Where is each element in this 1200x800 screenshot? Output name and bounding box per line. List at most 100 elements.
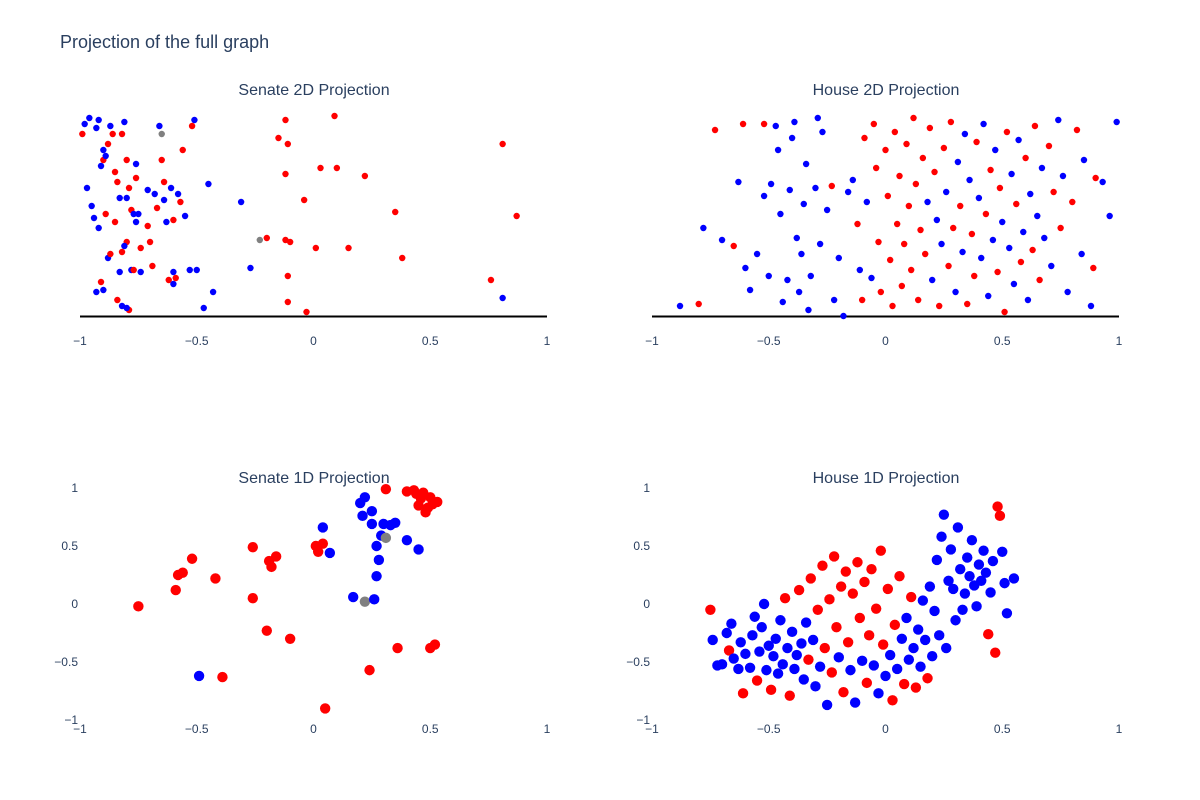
- data-point[interactable]: [819, 128, 826, 136]
- data-point[interactable]: [823, 206, 831, 214]
- data-point[interactable]: [413, 544, 424, 555]
- data-point[interactable]: [723, 645, 735, 656]
- data-point[interactable]: [807, 272, 814, 280]
- data-point[interactable]: [812, 604, 823, 615]
- data-point[interactable]: [740, 648, 751, 660]
- data-point[interactable]: [922, 673, 933, 684]
- data-point[interactable]: [800, 617, 812, 628]
- data-point[interactable]: [763, 640, 774, 651]
- data-point[interactable]: [700, 224, 707, 232]
- data-point[interactable]: [109, 130, 116, 138]
- data-point[interactable]: [859, 576, 870, 588]
- data-point[interactable]: [1008, 573, 1020, 584]
- data-point[interactable]: [79, 130, 86, 138]
- data-point[interactable]: [333, 164, 341, 172]
- data-point[interactable]: [835, 254, 842, 262]
- data-point[interactable]: [81, 120, 88, 128]
- data-point[interactable]: [735, 178, 742, 186]
- data-point[interactable]: [999, 218, 1006, 226]
- data-point[interactable]: [863, 630, 875, 641]
- data-point[interactable]: [884, 192, 892, 200]
- data-point[interactable]: [1029, 246, 1036, 254]
- data-point[interactable]: [861, 677, 873, 689]
- data-point[interactable]: [964, 570, 975, 582]
- data-point[interactable]: [83, 184, 91, 192]
- data-point[interactable]: [1038, 164, 1046, 172]
- data-point[interactable]: [798, 674, 809, 685]
- data-point[interactable]: [990, 647, 1001, 658]
- data-point[interactable]: [761, 664, 772, 676]
- data-point[interactable]: [917, 226, 924, 234]
- data-point[interactable]: [845, 664, 856, 676]
- data-point[interactable]: [217, 671, 228, 683]
- data-point[interactable]: [737, 688, 749, 699]
- data-point[interactable]: [118, 248, 126, 256]
- data-point[interactable]: [814, 114, 821, 122]
- data-point[interactable]: [261, 625, 272, 636]
- data-point[interactable]: [359, 596, 371, 607]
- data-point[interactable]: [793, 584, 805, 596]
- data-point[interactable]: [300, 196, 308, 204]
- data-point[interactable]: [966, 176, 973, 184]
- data-point[interactable]: [104, 140, 112, 148]
- data-point[interactable]: [782, 642, 793, 654]
- data-point[interactable]: [973, 138, 980, 146]
- data-point[interactable]: [795, 288, 803, 296]
- data-point[interactable]: [135, 210, 142, 218]
- data-point[interactable]: [786, 626, 798, 638]
- data-point[interactable]: [961, 130, 969, 138]
- data-point[interactable]: [802, 160, 810, 168]
- data-point[interactable]: [1080, 156, 1088, 164]
- data-point[interactable]: [987, 166, 994, 174]
- data-point[interactable]: [789, 663, 800, 675]
- data-point[interactable]: [95, 224, 102, 232]
- data-point[interactable]: [746, 286, 754, 294]
- data-point[interactable]: [908, 642, 919, 654]
- data-point[interactable]: [753, 250, 761, 258]
- data-point[interactable]: [174, 190, 182, 198]
- data-point[interactable]: [856, 655, 868, 667]
- data-point[interactable]: [1034, 212, 1041, 220]
- data-point[interactable]: [863, 198, 871, 206]
- data-point[interactable]: [994, 268, 1001, 276]
- data-point[interactable]: [373, 554, 385, 566]
- data-point[interactable]: [130, 210, 137, 218]
- data-point[interactable]: [826, 667, 837, 678]
- data-point[interactable]: [971, 601, 982, 612]
- data-point[interactable]: [90, 214, 98, 222]
- data-point[interactable]: [919, 154, 927, 162]
- data-point[interactable]: [919, 634, 931, 646]
- data-point[interactable]: [770, 633, 781, 644]
- data-point[interactable]: [882, 583, 894, 595]
- data-point[interactable]: [819, 642, 830, 654]
- data-point[interactable]: [744, 662, 756, 673]
- data-point[interactable]: [828, 551, 840, 562]
- data-point[interactable]: [121, 242, 128, 250]
- data-point[interactable]: [898, 282, 906, 290]
- data-point[interactable]: [779, 298, 786, 306]
- data-point[interactable]: [760, 120, 768, 128]
- data-point[interactable]: [170, 584, 181, 596]
- data-point[interactable]: [160, 178, 168, 186]
- data-point[interactable]: [824, 594, 835, 605]
- data-point[interactable]: [149, 262, 156, 270]
- data-point[interactable]: [870, 603, 882, 614]
- data-point[interactable]: [978, 545, 989, 556]
- data-point[interactable]: [284, 298, 292, 306]
- data-point[interactable]: [1008, 170, 1015, 178]
- data-point[interactable]: [779, 593, 791, 604]
- data-point[interactable]: [1003, 128, 1011, 136]
- data-point[interactable]: [170, 268, 177, 276]
- data-point[interactable]: [777, 659, 788, 670]
- data-point[interactable]: [768, 651, 779, 662]
- data-point[interactable]: [1087, 302, 1095, 310]
- data-point[interactable]: [751, 675, 763, 686]
- data-point[interactable]: [954, 158, 962, 166]
- data-point[interactable]: [730, 242, 737, 250]
- data-point[interactable]: [1041, 234, 1048, 242]
- data-point[interactable]: [873, 688, 884, 699]
- data-point[interactable]: [193, 266, 200, 274]
- data-point[interactable]: [123, 304, 130, 312]
- data-point[interactable]: [1059, 172, 1067, 180]
- data-point[interactable]: [842, 637, 854, 648]
